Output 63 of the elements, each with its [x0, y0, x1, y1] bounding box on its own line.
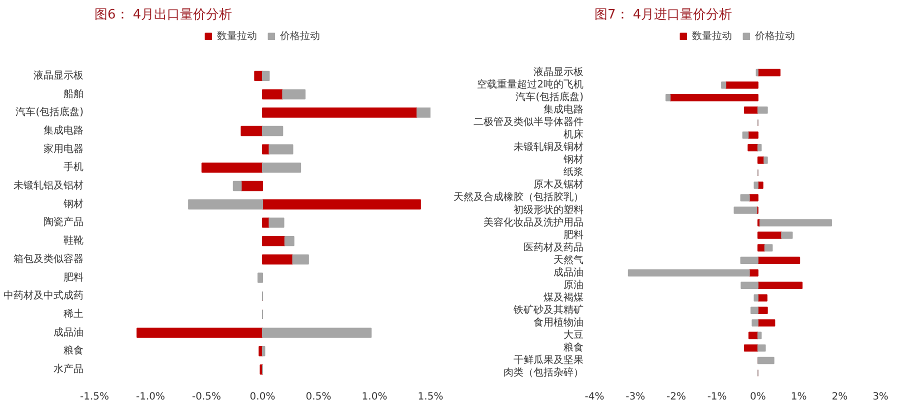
- y-tick-label: 原木及锯材: [534, 178, 584, 191]
- y-tick-label: 未锻轧铜及铜材: [514, 141, 584, 154]
- y-tick-label: 美容化妆品及洗护用品: [484, 216, 584, 228]
- y-tick-label: 肥料: [64, 271, 84, 284]
- y-tick-label: 机床: [564, 128, 584, 141]
- y-tick-label: 液晶显示板: [34, 69, 84, 82]
- y-tick-label: 铁矿砂及其精矿: [512, 304, 584, 316]
- y-tick-label: 钢材: [562, 154, 584, 166]
- y-tick-label: 纸浆: [564, 166, 584, 178]
- legend-label: 数量拉动: [692, 30, 732, 43]
- y-tick-label: 成品油: [554, 266, 584, 278]
- y-tick-label: 肉类（包括杂碎）: [504, 366, 584, 378]
- x-tick-label: 3%: [872, 392, 888, 402]
- y-tick-label: 成品油: [54, 326, 84, 338]
- x-tick-label: 1%: [790, 392, 807, 402]
- y-tick-label: 天然及合成橡胶（包括胶乳）: [454, 191, 584, 204]
- x-tick-label: 1.0%: [362, 392, 388, 402]
- y-tick-label: 汽车(包括底盘): [16, 106, 84, 118]
- y-tick-label: 空载重量超过2吨的飞机: [477, 78, 584, 91]
- y-tick-label: 食用植物油: [534, 316, 584, 328]
- x-tick-label: -1%: [707, 392, 727, 402]
- y-tick-label: 粮食: [64, 344, 84, 357]
- x-tick-label: -4%: [584, 392, 604, 402]
- y-tick-label: 中药材及中式成药: [4, 290, 84, 302]
- x-tick-label: 1.5%: [418, 392, 444, 402]
- y-tick-label: 稀土: [64, 308, 84, 320]
- y-tick-label: 钢材: [62, 198, 84, 210]
- y-tick-label: 水产品: [54, 362, 84, 375]
- y-tick-label: 箱包及类似容器: [14, 252, 84, 265]
- legend-label: 价格拉动: [755, 30, 795, 43]
- y-tick-label: 大豆: [564, 328, 584, 341]
- x-tick-label: 0.0%: [250, 392, 276, 402]
- y-tick-label: 原油: [564, 278, 584, 291]
- x-tick-label: -0.5%: [192, 392, 222, 402]
- y-tick-label: 集成电路: [544, 104, 584, 116]
- x-tick-label: 0.5%: [306, 392, 332, 402]
- y-tick-label: 液晶显示板: [534, 66, 584, 78]
- x-tick-label: -2%: [666, 392, 686, 402]
- legend-label: 价格拉动: [280, 30, 320, 43]
- y-tick-label: 肥料: [564, 228, 584, 241]
- x-tick-label: -1.0%: [136, 392, 166, 402]
- y-tick-label: 干鲜瓜果及坚果: [514, 354, 584, 366]
- y-tick-label: 鞋靴: [64, 234, 84, 247]
- x-tick-label: 2%: [832, 392, 848, 402]
- y-tick-label: 粮食: [564, 341, 584, 354]
- y-tick-label: 医药材及药品: [524, 241, 584, 254]
- y-tick-label: 二极管及类似半导体器件: [474, 116, 584, 128]
- y-tick-label: 手机: [64, 161, 84, 174]
- y-tick-label: 天然气: [554, 254, 584, 266]
- chart-title: 图7： 4月进口量价分析: [594, 8, 732, 22]
- y-tick-label: 集成电路: [44, 124, 84, 136]
- y-tick-label: 陶瓷产品: [44, 216, 84, 228]
- x-tick-label: 0%: [750, 392, 766, 402]
- y-tick-label: 未锻轧铝及铝材: [14, 180, 84, 192]
- y-tick-label: 家用电器: [44, 142, 84, 155]
- x-tick-label: -1.5%: [80, 392, 110, 402]
- y-tick-label: 汽车(包括底盘): [516, 91, 584, 104]
- y-tick-label: 初级形状的塑料: [514, 204, 584, 216]
- legend-label: 数量拉动: [217, 30, 257, 43]
- chart-title: 图6： 4月出口量价分析: [94, 8, 232, 22]
- y-tick-label: 煤及褐煤: [544, 291, 584, 304]
- y-tick-label: 船舶: [64, 88, 84, 100]
- x-tick-label: -3%: [626, 392, 646, 402]
